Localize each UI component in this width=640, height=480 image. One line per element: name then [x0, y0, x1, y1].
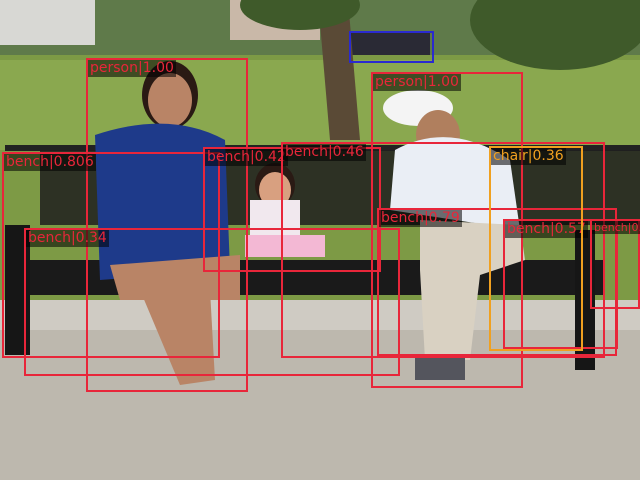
detection-label: chair|0.36 [491, 148, 566, 165]
detection-box-chair: chair|0.36 [489, 146, 583, 351]
detection-box-bench-lower-left: bench|0.34 [24, 228, 400, 376]
detection-box-bench-edge: bench|0.84 [590, 219, 640, 309]
detection-label: bench|0.42 [205, 149, 288, 166]
detection-label: bench|0.34 [26, 230, 109, 247]
detection-label: person|1.00 [373, 74, 461, 91]
detection-box-person-woman: person|1.00 [86, 58, 248, 392]
detection-label: bench|0.79 [379, 210, 462, 227]
detection-label: bench|0.57 [505, 221, 588, 238]
detection-label: bench|0.806 [4, 154, 96, 171]
detection-label: person|1.00 [88, 60, 176, 77]
detection-box-car [349, 31, 434, 63]
detection-box-bench-far-right: bench|0.57 [503, 219, 618, 349]
detection-label: bench|0.46 [283, 144, 366, 161]
detection-box-bench-upper: bench|0.46 [281, 142, 605, 358]
detection-box-bench-center: bench|0.42 [203, 147, 381, 272]
detection-box-bench-left: bench|0.806 [2, 152, 220, 358]
detection-box-person-man: person|1.00 [371, 72, 523, 388]
detection-label: bench|0.84 [592, 221, 640, 234]
